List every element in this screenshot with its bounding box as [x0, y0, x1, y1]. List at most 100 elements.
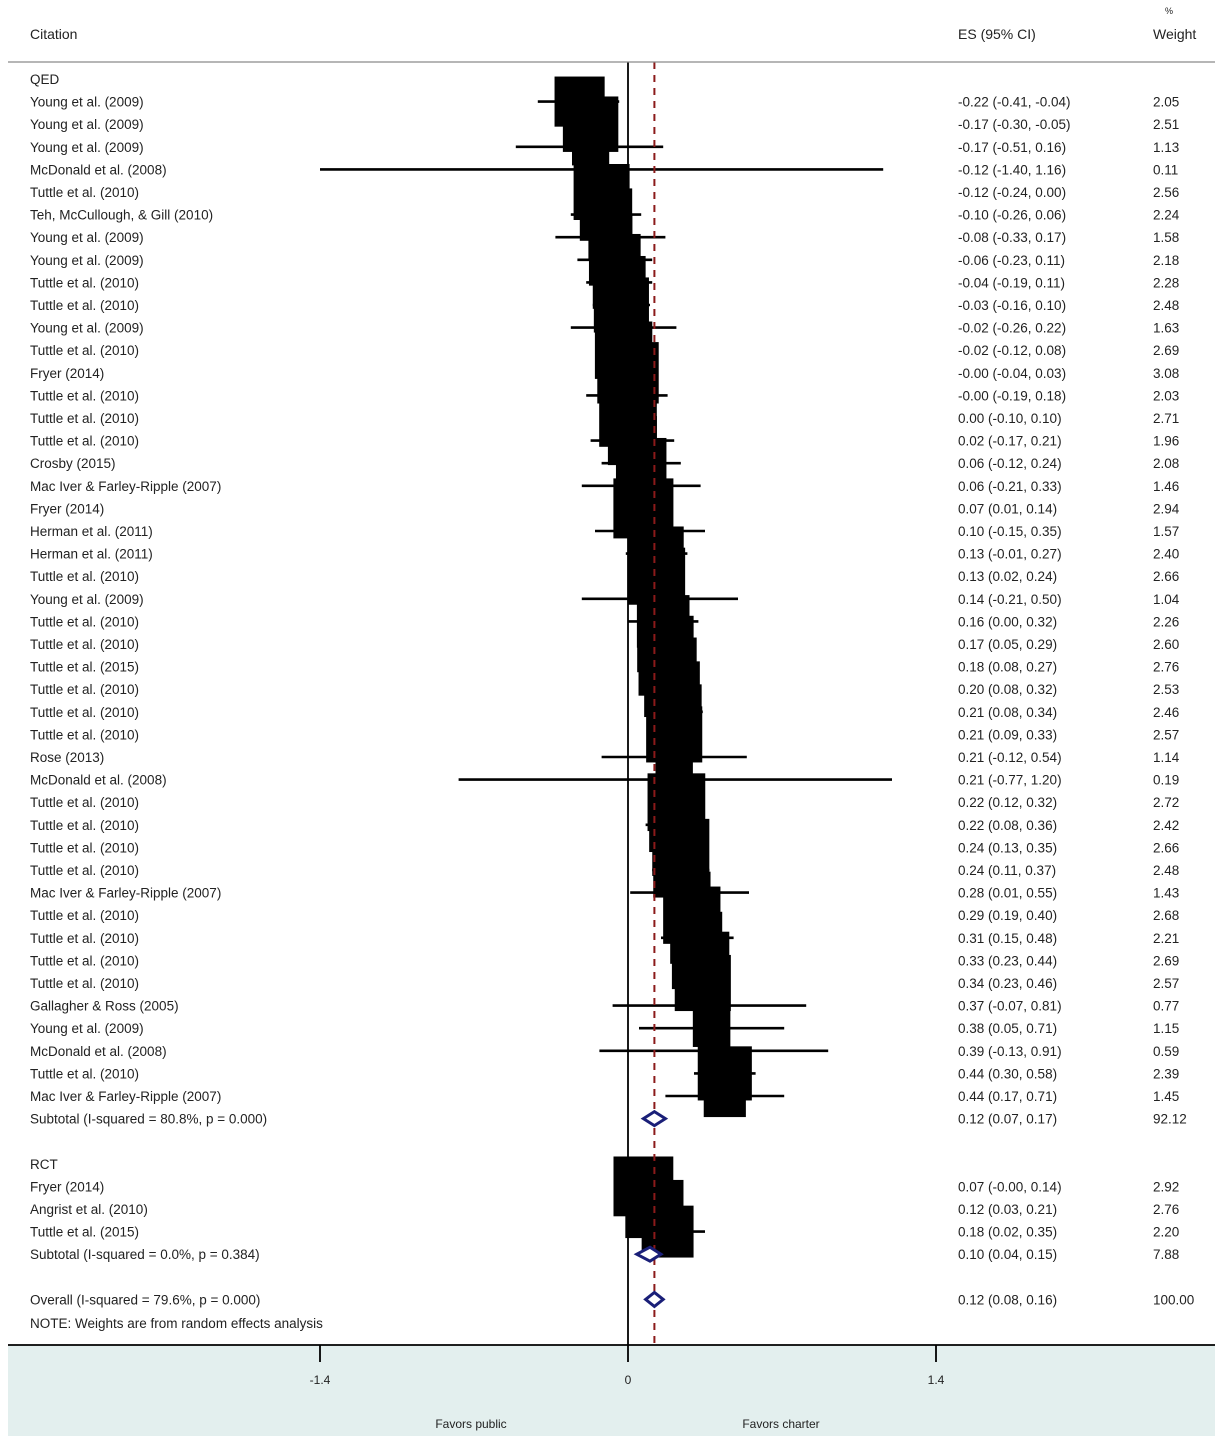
study-citation: Mac Iver & Farley-Ripple (2007) — [30, 886, 221, 901]
effect-size-ci: -0.12 (-0.24, 0.00) — [958, 185, 1066, 200]
study-citation: Fryer (2014) — [30, 366, 104, 381]
study-weight: 0.19 — [1153, 773, 1179, 788]
subtotal-weight: 92.12 — [1153, 1112, 1187, 1127]
study-citation: Angrist et al. (2010) — [30, 1202, 148, 1217]
study-weight: 2.53 — [1153, 682, 1179, 697]
study-weight: 2.39 — [1153, 1066, 1179, 1081]
effect-size-ci: 0.12 (0.03, 0.21) — [958, 1202, 1057, 1217]
effect-size-ci: -0.22 (-0.41, -0.04) — [958, 95, 1071, 110]
study-weight: 2.21 — [1153, 931, 1179, 946]
favors-charter-label: Favors charter — [742, 1417, 819, 1431]
study-citation: Young et al. (2009) — [30, 321, 144, 336]
study-weight: 2.42 — [1153, 818, 1179, 833]
favors-public-label: Favors public — [435, 1417, 506, 1431]
study-weight: 2.03 — [1153, 388, 1179, 403]
study-citation: Tuttle et al. (2010) — [30, 411, 139, 426]
effect-size-ci: 0.02 (-0.17, 0.21) — [958, 434, 1062, 449]
effect-size-ci: 0.06 (-0.21, 0.33) — [958, 479, 1062, 494]
study-citation: Gallagher & Ross (2005) — [30, 999, 179, 1014]
study-citation: Teh, McCullough, & Gill (2010) — [30, 208, 213, 223]
study-citation: Tuttle et al. (2010) — [30, 953, 139, 968]
percent-header: % — [1165, 6, 1173, 16]
subtotal-ci: 0.10 (0.04, 0.15) — [958, 1247, 1057, 1262]
study-weight: 2.66 — [1153, 569, 1179, 584]
es-header: ES (95% CI) — [958, 26, 1036, 42]
effect-size-ci: 0.22 (0.12, 0.32) — [958, 795, 1057, 810]
study-citation: Young et al. (2009) — [30, 95, 144, 110]
study-weight: 2.56 — [1153, 185, 1179, 200]
study-citation: Tuttle et al. (2010) — [30, 275, 139, 290]
study-citation: Tuttle et al. (2010) — [30, 818, 139, 833]
study-citation: Tuttle et al. (2010) — [30, 840, 139, 855]
effect-size-ci: 0.20 (0.08, 0.32) — [958, 682, 1057, 697]
effect-size-ci: 0.21 (0.09, 0.33) — [958, 727, 1057, 742]
effect-size-ci: -0.00 (-0.19, 0.18) — [958, 388, 1066, 403]
study-weight: 1.63 — [1153, 321, 1179, 336]
study-weight: 1.57 — [1153, 524, 1179, 539]
effect-size-ci: -0.02 (-0.12, 0.08) — [958, 343, 1066, 358]
study-citation: Tuttle et al. (2010) — [30, 637, 139, 652]
study-weight: 1.13 — [1153, 140, 1179, 155]
effect-size-ci: 0.22 (0.08, 0.36) — [958, 818, 1057, 833]
subtotal-diamond — [640, 1109, 669, 1128]
effect-size-ci: 0.24 (0.13, 0.35) — [958, 840, 1057, 855]
group-label: QED — [30, 72, 60, 87]
study-citation: Tuttle et al. (2010) — [30, 343, 139, 358]
effect-size-ci: 0.33 (0.23, 0.44) — [958, 953, 1057, 968]
effect-size-ci: 0.07 (0.01, 0.14) — [958, 501, 1057, 516]
study-weight: 2.71 — [1153, 411, 1179, 426]
study-citation: Tuttle et al. (2010) — [30, 569, 139, 584]
x-tick-label: 0 — [625, 1373, 632, 1387]
study-citation: Mac Iver & Farley-Ripple (2007) — [30, 1089, 221, 1104]
study-weight: 2.51 — [1153, 117, 1179, 132]
effect-size-ci: -0.12 (-1.40, 1.16) — [958, 162, 1066, 177]
study-citation: Tuttle et al. (2010) — [30, 388, 139, 403]
overall-ci: 0.12 (0.08, 0.16) — [958, 1292, 1057, 1307]
study-citation: Herman et al. (2011) — [30, 547, 153, 562]
study-weight: 1.14 — [1153, 750, 1180, 765]
label-layer: QED Young et al. (2009) -0.22 (-0.41, -0.0… — [8, 61, 1215, 1387]
study-citation: Tuttle et al. (2010) — [30, 185, 139, 200]
study-weight: 2.60 — [1153, 637, 1179, 652]
study-citation: Crosby (2015) — [30, 456, 116, 471]
study-weight: 2.08 — [1153, 456, 1179, 471]
study-weight: 2.72 — [1153, 795, 1179, 810]
study-weight: 2.05 — [1153, 95, 1179, 110]
study-citation: Young et al. (2009) — [30, 253, 144, 268]
study-citation: Fryer (2014) — [30, 1179, 104, 1194]
diamond-layer — [633, 1109, 669, 1309]
study-citation: Young et al. (2009) — [30, 592, 144, 607]
study-citation: Tuttle et al. (2010) — [30, 705, 139, 720]
effect-size-ci: 0.00 (-0.10, 0.10) — [958, 411, 1062, 426]
study-citation: Tuttle et al. (2015) — [30, 1225, 139, 1240]
effect-size-ci: 0.38 (0.05, 0.71) — [958, 1021, 1057, 1036]
study-citation: Tuttle et al. (2015) — [30, 660, 139, 675]
effect-size-ci: 0.29 (0.19, 0.40) — [958, 908, 1057, 923]
study-citation: McDonald et al. (2008) — [30, 773, 167, 788]
effect-size-ci: -0.03 (-0.16, 0.10) — [958, 298, 1066, 313]
effect-size-ci: -0.06 (-0.23, 0.11) — [958, 253, 1065, 268]
x-tick-label: 1.4 — [928, 1373, 945, 1387]
effect-size-ci: -0.04 (-0.19, 0.11) — [958, 275, 1065, 290]
study-weight: 1.58 — [1153, 230, 1179, 245]
effect-size-ci: 0.13 (-0.01, 0.27) — [958, 547, 1062, 562]
effect-size-ci: 0.34 (0.23, 0.46) — [958, 976, 1057, 991]
effect-size-ci: 0.16 (0.00, 0.32) — [958, 614, 1057, 629]
study-weight: 2.48 — [1153, 298, 1179, 313]
weight-header: Weight — [1153, 26, 1196, 42]
effect-size-ci: -0.17 (-0.51, 0.16) — [958, 140, 1066, 155]
study-citation: Tuttle et al. (2010) — [30, 976, 139, 991]
study-weight: 2.94 — [1153, 501, 1180, 516]
overall-weight: 100.00 — [1153, 1292, 1194, 1307]
study-weight: 1.04 — [1153, 592, 1180, 607]
study-weight: 2.92 — [1153, 1179, 1179, 1194]
study-citation: Tuttle et al. (2010) — [30, 1066, 139, 1081]
effect-size-ci: 0.44 (0.17, 0.71) — [958, 1089, 1057, 1104]
citation-header: Citation — [30, 26, 77, 42]
study-citation: Young et al. (2009) — [30, 1021, 144, 1036]
effect-size-ci: 0.24 (0.11, 0.37) — [958, 863, 1056, 878]
effect-size-ci: 0.07 (-0.00, 0.14) — [958, 1179, 1062, 1194]
effect-size-ci: 0.44 (0.30, 0.58) — [958, 1066, 1057, 1081]
effect-size-ci: -0.08 (-0.33, 0.17) — [958, 230, 1066, 245]
effect-size-ci: 0.18 (0.08, 0.27) — [958, 660, 1057, 675]
